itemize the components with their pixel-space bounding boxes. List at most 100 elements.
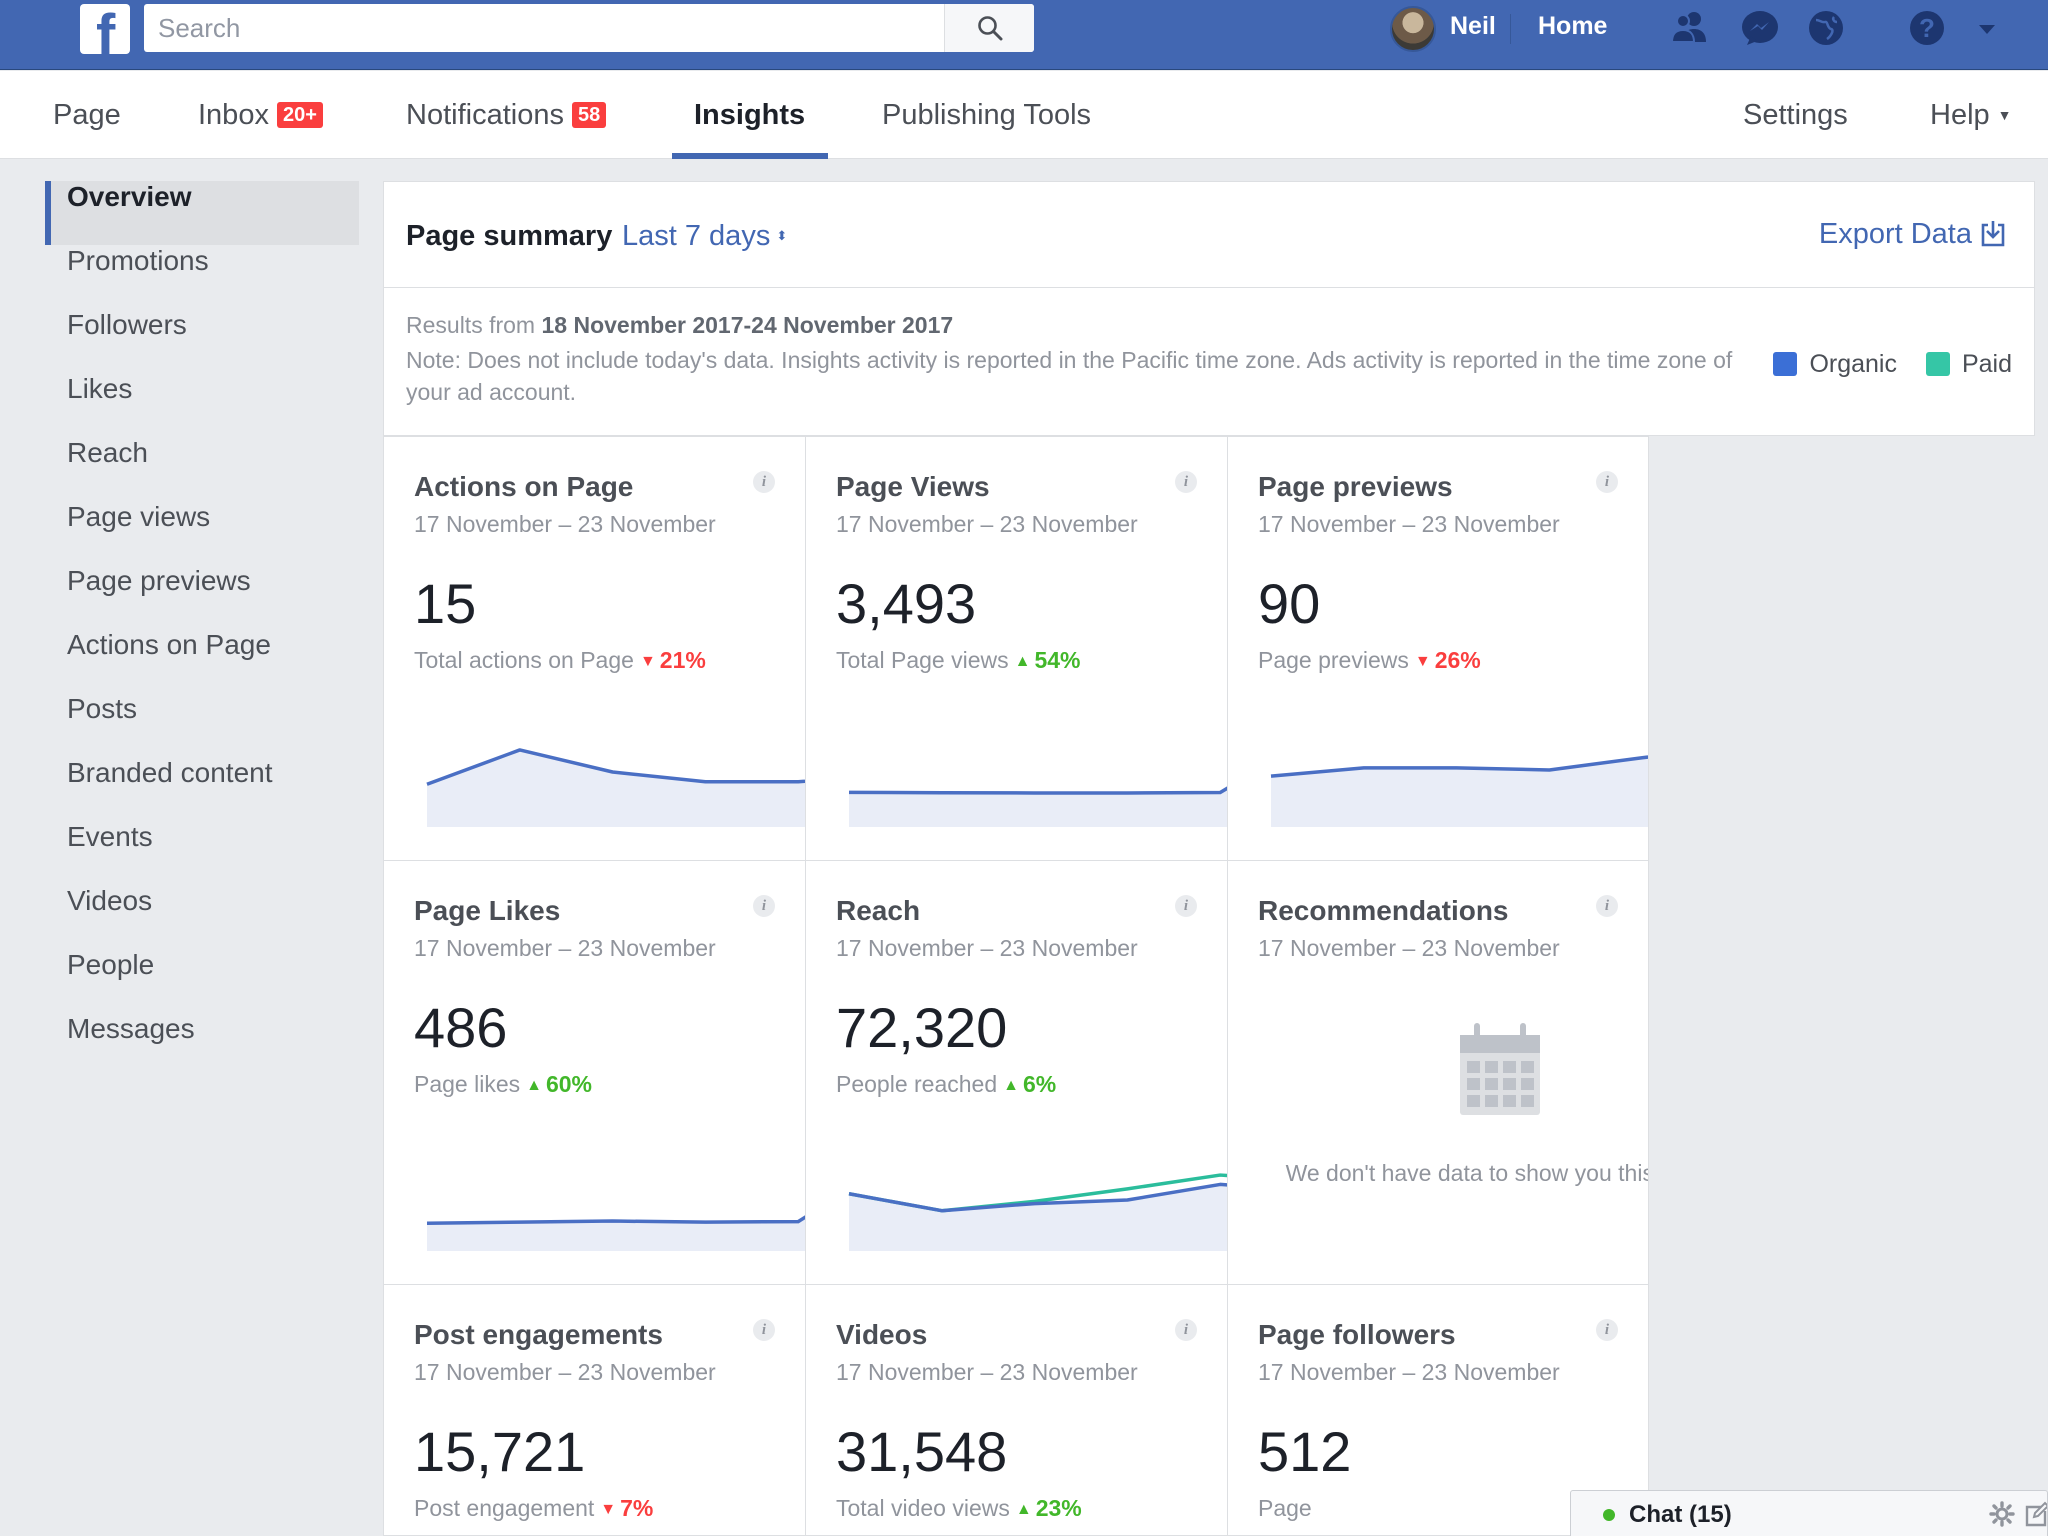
- sparkline-chart: [1270, 755, 1648, 827]
- card-title: Reach: [836, 895, 921, 926]
- notifications-count-badge: 58: [571, 102, 607, 128]
- metric-card-page-likes[interactable]: Page Likes 17 November – 23 November i 486 P…: [383, 860, 806, 1285]
- info-icon[interactable]: i: [1175, 471, 1197, 493]
- metric-value: 15: [414, 572, 477, 635]
- results-info: Results from 18 November 2017-24 Novembe…: [383, 288, 2035, 436]
- info-icon[interactable]: i: [1175, 895, 1197, 917]
- triangle-up-icon: ▲: [1014, 653, 1031, 670]
- sidebar-item-page-previews[interactable]: Page previews: [67, 565, 251, 596]
- profile-link[interactable]: Neil: [1450, 12, 1496, 40]
- sidebar-item-people[interactable]: People: [67, 949, 155, 980]
- tab-insights[interactable]: Insights: [694, 99, 806, 131]
- card-title: Page Likes: [414, 895, 561, 926]
- page-tabs-bar: Page Inbox 20+ Notifications 58 Insights P…: [0, 71, 2048, 159]
- series-line-organic: [848, 1182, 1227, 1213]
- sidebar-item-events[interactable]: Events: [67, 821, 153, 852]
- tab-help[interactable]: Help ▼: [1930, 99, 2012, 131]
- tab-settings[interactable]: Settings: [1743, 99, 1848, 131]
- sidebar-item-posts[interactable]: Posts: [67, 693, 138, 724]
- change-badge: ▼ 26%: [1415, 647, 1481, 673]
- sparkline-area: [849, 788, 1227, 827]
- metrics-grid: Actions on Page 17 November – 23 November…: [383, 436, 2035, 1536]
- globe-notifications-icon[interactable]: [1804, 8, 1848, 48]
- info-icon[interactable]: i: [1596, 471, 1618, 493]
- avatar[interactable]: [1390, 6, 1436, 52]
- tab-inbox[interactable]: Inbox 20+: [198, 99, 323, 132]
- metric-card-reach[interactable]: Reach 17 November – 23 November i 72,320 Peo…: [805, 860, 1228, 1285]
- card-date-range: 17 November – 23 November: [836, 1359, 1138, 1385]
- change-badge: ▲ 54%: [1015, 647, 1081, 673]
- card-title: Videos: [836, 1319, 928, 1350]
- sidebar-item-actions-on-page[interactable]: Actions on Page: [67, 629, 271, 660]
- sidebar-item-page-views[interactable]: Page views: [67, 501, 211, 532]
- help-icon[interactable]: ?: [1905, 8, 1949, 48]
- page-summary-title: Page summary: [406, 220, 613, 252]
- sort-arrows-icon: ⬍: [776, 228, 788, 243]
- metric-card-page-previews[interactable]: Page previews 17 November – 23 November i 9…: [1227, 436, 1649, 861]
- sidebar-item-followers[interactable]: Followers: [67, 309, 187, 340]
- tab-page[interactable]: Page: [53, 99, 121, 131]
- change-badge: ▼ 21%: [640, 647, 706, 673]
- messenger-icon[interactable]: [1738, 8, 1782, 48]
- sidebar-item-messages[interactable]: Messages: [67, 1013, 195, 1044]
- gear-icon[interactable]: [1989, 1501, 2015, 1527]
- data-note: Note: Does not include today's data. Ins…: [406, 347, 1733, 405]
- change-percent: 21%: [659, 647, 706, 673]
- metric-card-recommendations[interactable]: Recommendations 17 November – 23 November…: [1227, 860, 1649, 1285]
- sidebar-item-likes[interactable]: Likes: [67, 373, 133, 404]
- date-range-dropdown[interactable]: Last 7 days ⬍: [622, 220, 788, 252]
- online-status-dot: [1603, 1509, 1615, 1521]
- change-badge: ▲ 23%: [1016, 1495, 1082, 1521]
- card-date-range: 17 November – 23 November: [836, 935, 1138, 961]
- friend-requests-icon[interactable]: [1668, 8, 1712, 48]
- sidebar-item-overview[interactable]: Overview: [45, 181, 359, 245]
- card-title: Recommendations: [1258, 895, 1509, 926]
- sidebar-item-videos[interactable]: Videos: [67, 885, 153, 916]
- home-link[interactable]: Home: [1538, 12, 1608, 40]
- info-icon[interactable]: i: [753, 1319, 775, 1341]
- metric-caption: Page previews ▼ 26%: [1258, 647, 1481, 674]
- metric-caption: Page: [1258, 1495, 1312, 1522]
- sidebar-item-reach[interactable]: Reach: [67, 437, 148, 468]
- change-percent: 6%: [1022, 1071, 1057, 1097]
- info-icon[interactable]: i: [1596, 1319, 1618, 1341]
- card-title: Page Views: [836, 471, 990, 502]
- organic-swatch: [1773, 352, 1798, 376]
- change-badge: ▼ 7%: [600, 1495, 653, 1521]
- sparkline-chart: [848, 786, 1227, 827]
- sparkline-area: [1271, 757, 1648, 827]
- metric-value: 15,721: [414, 1420, 586, 1483]
- paid-swatch: [1925, 352, 1950, 376]
- metric-label: Post engagement: [414, 1495, 595, 1521]
- search-button[interactable]: [944, 4, 1034, 52]
- card-date-range: 17 November – 23 November: [414, 935, 716, 961]
- export-data-button[interactable]: Export Data: [1819, 218, 2006, 251]
- account-menu-chevron-down-icon[interactable]: [1972, 8, 2002, 48]
- tab-publishing-tools[interactable]: Publishing Tools: [882, 99, 1092, 131]
- search-input[interactable]: [144, 4, 944, 52]
- metric-card-actions-on-page[interactable]: Actions on Page 17 November – 23 November…: [383, 436, 806, 861]
- sidebar-item-promotions[interactable]: Promotions: [67, 245, 209, 276]
- info-icon[interactable]: i: [1596, 895, 1618, 917]
- facebook-logo-icon[interactable]: f: [80, 4, 130, 54]
- info-icon[interactable]: i: [753, 895, 775, 917]
- triangle-down-icon: ▼: [1414, 653, 1431, 670]
- metric-card-page-views[interactable]: Page Views 17 November – 23 November i 3,49…: [805, 436, 1228, 861]
- legend-paid: Paid: [1925, 350, 2012, 378]
- divider: [1510, 14, 1511, 44]
- info-icon[interactable]: i: [753, 471, 775, 493]
- metric-value: 486: [414, 996, 508, 1059]
- sidebar-item-branded-content[interactable]: Branded content: [67, 757, 273, 788]
- chat-tab[interactable]: Chat (15): [1570, 1490, 2048, 1536]
- triangle-up-icon: ▲: [1003, 1077, 1019, 1094]
- metric-card-post-engagements[interactable]: Post engagements 17 November – 23 Novembe…: [383, 1284, 806, 1536]
- metric-value: 72,320: [836, 996, 1008, 1059]
- metric-caption: Post engagement ▼ 7%: [414, 1495, 653, 1522]
- tab-notifications[interactable]: Notifications 58: [406, 99, 607, 132]
- card-date-range: 17 November – 23 November: [1258, 1359, 1560, 1385]
- compose-icon[interactable]: [2025, 1501, 2047, 1527]
- metric-card-videos[interactable]: Videos 17 November – 23 November i 31,548 To…: [805, 1284, 1228, 1536]
- card-title: Page previews: [1258, 471, 1453, 502]
- info-icon[interactable]: i: [1175, 1319, 1197, 1341]
- inbox-count-badge: 20+: [276, 102, 323, 128]
